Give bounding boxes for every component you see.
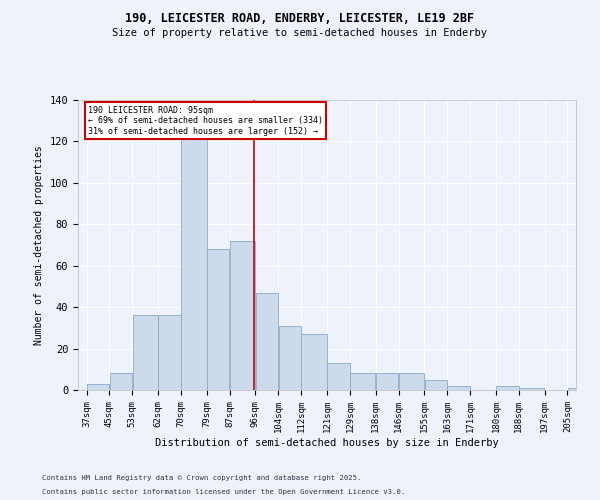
Bar [110,374,132,390]
Text: Size of property relative to semi-detached houses in Enderby: Size of property relative to semi-detach… [113,28,487,38]
Bar [301,334,327,390]
Bar [568,388,590,390]
Bar [327,363,350,390]
Bar [181,131,206,390]
Bar [425,380,447,390]
Bar [399,374,424,390]
Bar [350,374,376,390]
Y-axis label: Number of semi-detached properties: Number of semi-detached properties [34,145,44,345]
Text: Contains public sector information licensed under the Open Government Licence v3: Contains public sector information licen… [42,489,405,495]
Bar [376,374,398,390]
Bar [87,384,109,390]
Bar [207,249,229,390]
Bar [133,316,158,390]
X-axis label: Distribution of semi-detached houses by size in Enderby: Distribution of semi-detached houses by … [155,438,499,448]
Bar [230,241,255,390]
Bar [519,388,544,390]
Bar [278,326,301,390]
Text: 190, LEICESTER ROAD, ENDERBY, LEICESTER, LE19 2BF: 190, LEICESTER ROAD, ENDERBY, LEICESTER,… [125,12,475,26]
Bar [448,386,470,390]
Bar [496,386,518,390]
Text: 190 LEICESTER ROAD: 95sqm
← 69% of semi-detached houses are smaller (334)
31% of: 190 LEICESTER ROAD: 95sqm ← 69% of semi-… [88,106,323,136]
Bar [256,292,278,390]
Text: Contains HM Land Registry data © Crown copyright and database right 2025.: Contains HM Land Registry data © Crown c… [42,475,361,481]
Bar [158,316,181,390]
